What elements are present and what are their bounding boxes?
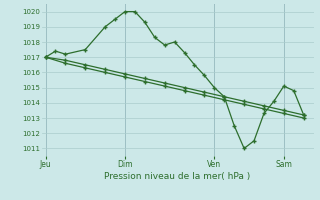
X-axis label: Pression niveau de la mer( hPa ): Pression niveau de la mer( hPa ) <box>104 172 251 181</box>
